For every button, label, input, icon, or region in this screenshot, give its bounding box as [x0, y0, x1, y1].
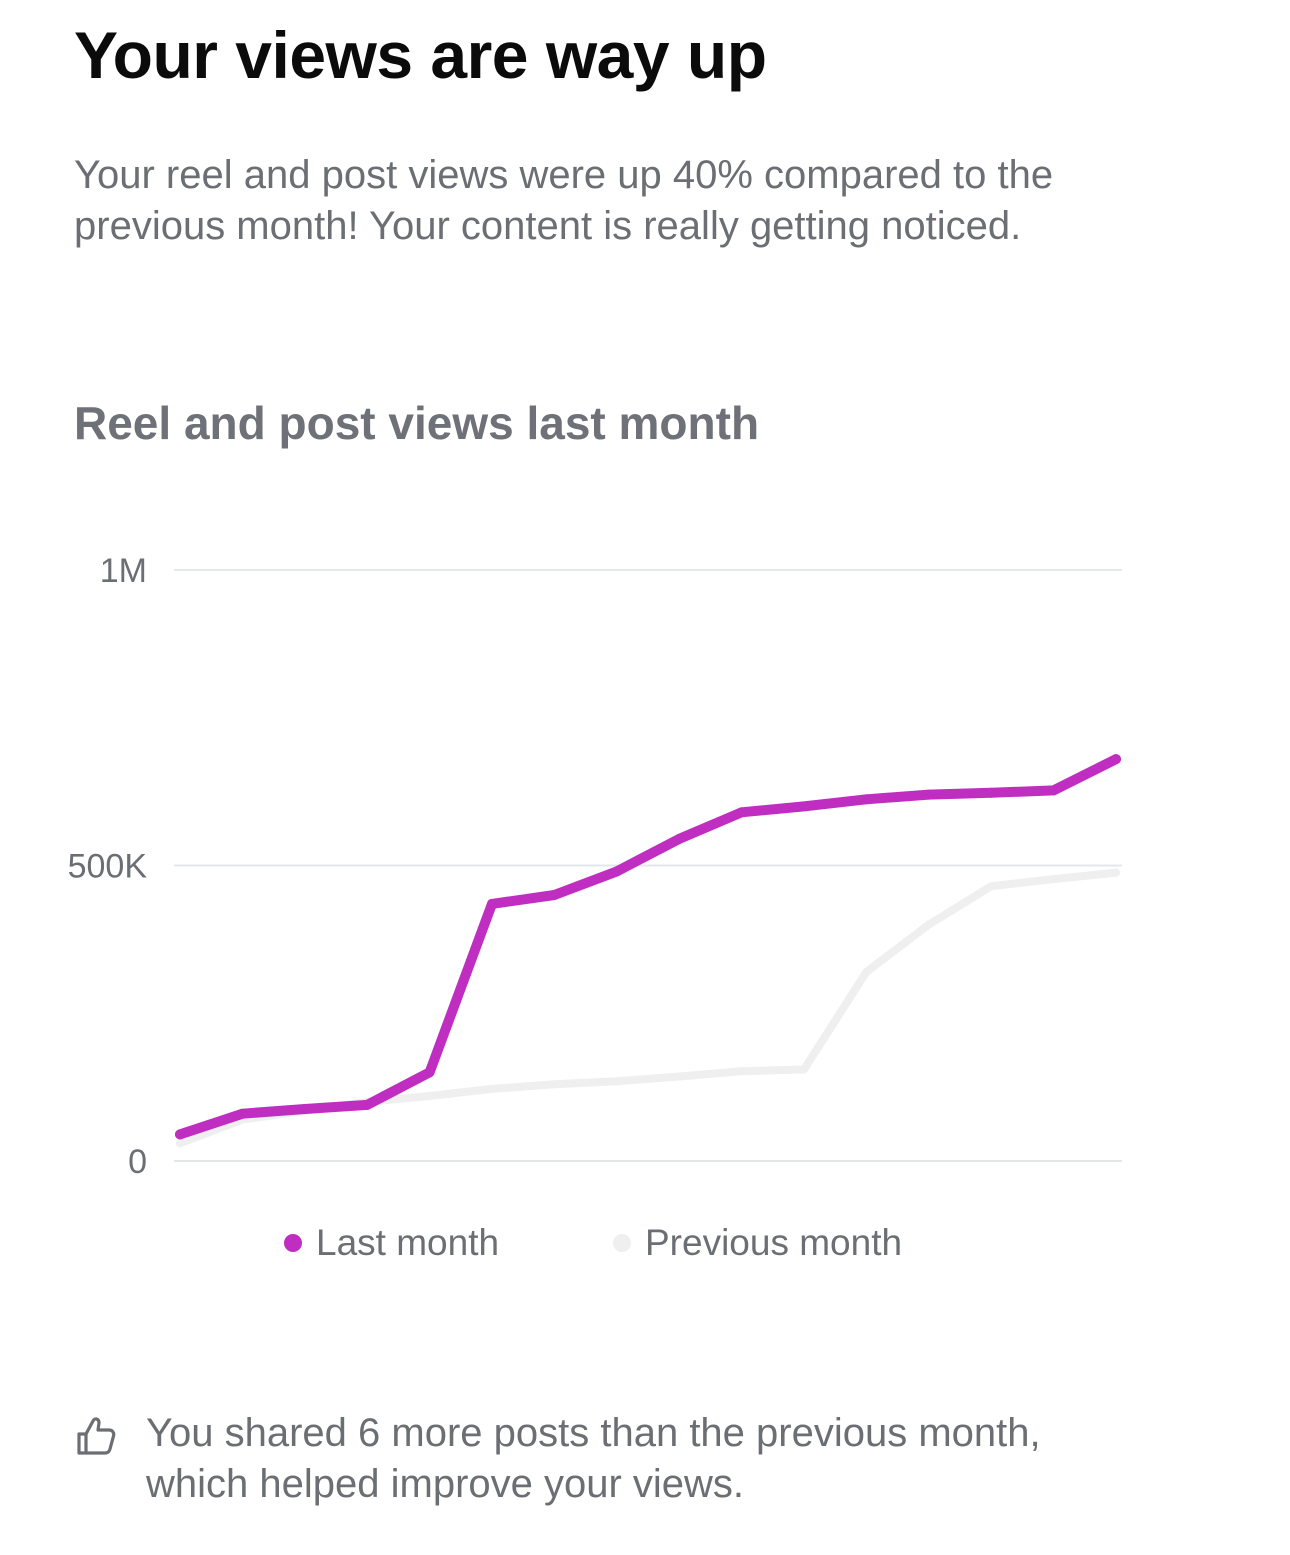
point-previous-month-5 — [425, 1092, 434, 1100]
point-last-month-5 — [424, 1067, 435, 1078]
legend-dot-previous-month — [613, 1234, 631, 1252]
line-last-month — [175, 754, 1121, 1140]
point-previous-month-15 — [1049, 875, 1058, 884]
chart-series — [175, 754, 1121, 1148]
point-previous-month-13 — [924, 920, 933, 929]
point-previous-month-8 — [612, 1077, 621, 1086]
summary-line-1: Your reel and post views were up 40% com… — [74, 153, 1054, 197]
insight-line-1: You shared 6 more posts than the previou… — [146, 1411, 1041, 1455]
point-last-month-16 — [1111, 754, 1121, 765]
y-tick-label-500k: 500K — [68, 848, 148, 886]
chart-gridlines — [174, 569, 1122, 1162]
legend-label-last-month: Last month — [316, 1222, 500, 1263]
page-title: Your views are way up — [74, 18, 767, 92]
insight-text: You shared 6 more posts than the previou… — [146, 1408, 1041, 1510]
legend-item-previous-month: Previous month — [613, 1220, 902, 1266]
thumbs-up-icon — [77, 1417, 116, 1455]
point-previous-month-9 — [675, 1072, 684, 1081]
point-last-month-13 — [923, 789, 934, 800]
summary-text: Your reel and post views were up 40% com… — [74, 150, 1194, 252]
point-previous-month-6 — [488, 1084, 496, 1093]
legend-dot-last-month — [284, 1234, 302, 1252]
point-previous-month-1 — [176, 1139, 184, 1148]
point-previous-month-14 — [987, 882, 996, 891]
point-last-month-15 — [1048, 785, 1059, 796]
point-last-month-8 — [611, 866, 622, 877]
chart-title: Reel and post views last month — [74, 397, 760, 449]
point-last-month-4 — [362, 1099, 373, 1110]
point-last-month-3 — [299, 1104, 310, 1114]
point-last-month-11 — [799, 801, 809, 812]
insight-line-2: which helped improve your views. — [146, 1462, 745, 1506]
series-last-month — [175, 754, 1121, 1140]
legend-label-previous-month: Previous month — [645, 1222, 903, 1263]
y-tick-label-0: 0 — [128, 1143, 147, 1181]
point-previous-month-12 — [862, 967, 871, 976]
line-previous-month — [176, 868, 1120, 1148]
insight-row: You shared 6 more posts than the previou… — [74, 1408, 1224, 1510]
point-previous-month-11 — [800, 1065, 808, 1074]
point-previous-month-7 — [550, 1080, 559, 1089]
point-last-month-1 — [175, 1129, 185, 1140]
point-previous-month-10 — [737, 1067, 746, 1076]
y-tick-label-1m: 1M — [100, 552, 147, 590]
point-last-month-12 — [861, 794, 872, 805]
summary-line-2: previous month! Your content is really g… — [74, 204, 1022, 248]
y-axis-ticks: 0 500K 1M — [68, 552, 148, 1181]
point-previous-month-16 — [1112, 868, 1120, 877]
point-last-month-7 — [549, 890, 560, 900]
point-last-month-10 — [736, 807, 747, 818]
point-last-month-6 — [487, 898, 497, 909]
point-last-month-14 — [986, 787, 997, 798]
legend-item-last-month: Last month — [284, 1220, 499, 1266]
point-last-month-9 — [674, 833, 685, 844]
point-last-month-2 — [237, 1108, 248, 1119]
